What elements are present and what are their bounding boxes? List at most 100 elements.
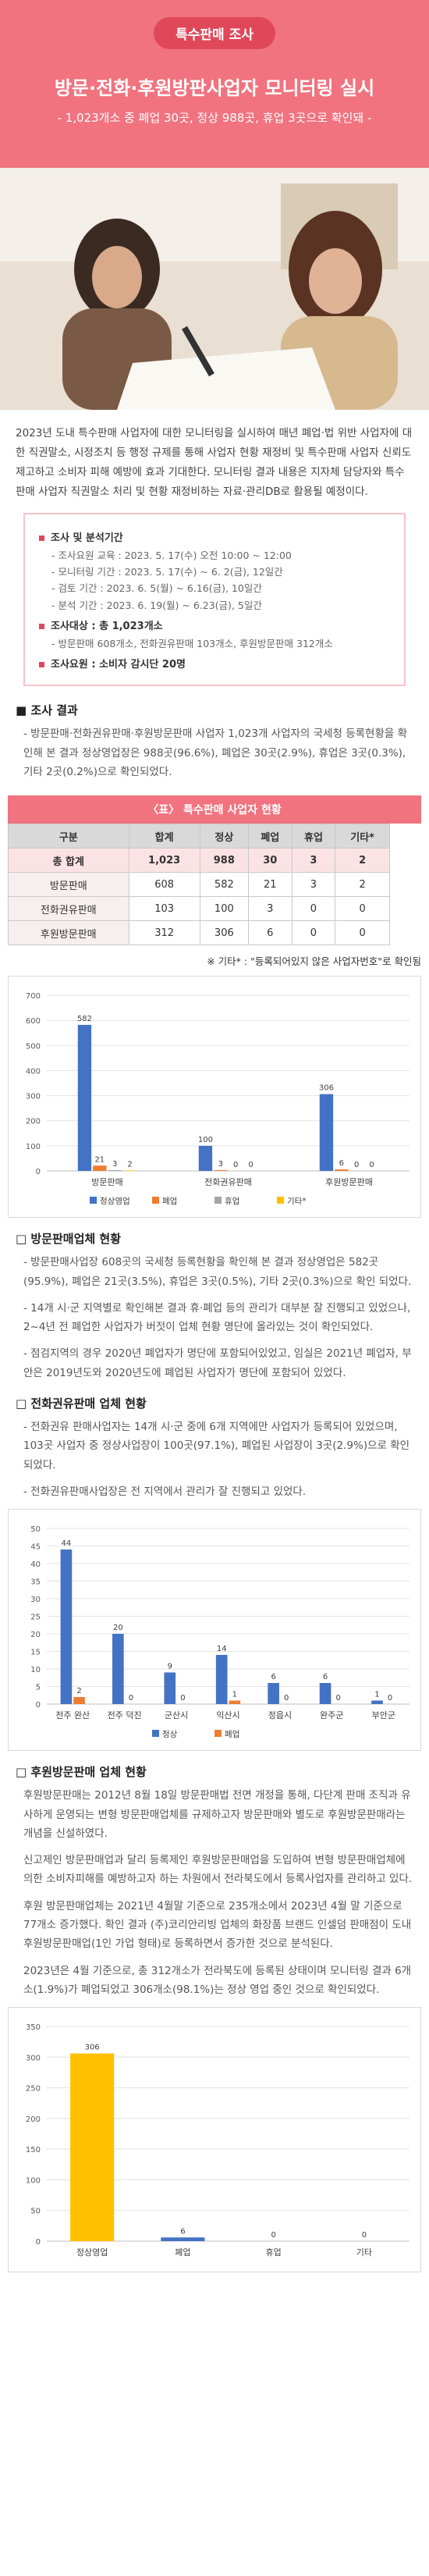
x-tick-label: 후원방문판매 bbox=[325, 1177, 373, 1187]
x-tick-label: 전화권유판매 bbox=[204, 1177, 252, 1187]
table-header-cell: 휴업 bbox=[291, 824, 336, 849]
legend-swatch bbox=[277, 1197, 284, 1204]
box-detail: - 분석 기간 : 2023. 6. 19(월) ~ 6.23(금), 5일간 bbox=[51, 599, 262, 611]
y-tick-label: 0 bbox=[36, 1701, 41, 1710]
table-header-cell: 폐업 bbox=[247, 824, 292, 849]
content: 2023년 도내 특수판매 사업자에 대한 모니터링을 실시하여 매년 폐업·법… bbox=[0, 424, 429, 781]
bar bbox=[215, 1655, 228, 1705]
table-header-cell: 합계 bbox=[128, 824, 200, 849]
table-cell: 0 bbox=[335, 920, 390, 946]
section-heading: □ 전화권유판매 업체 현황 bbox=[16, 1397, 147, 1411]
table-cell: 0 bbox=[291, 920, 336, 946]
box-heading: 조사요원 : 소비자 감시단 20명 bbox=[39, 656, 390, 674]
data-label: 0 bbox=[354, 1161, 359, 1169]
table-cell: 103 bbox=[128, 896, 200, 922]
paragraph: 후원 방문판매업체는 2021년 4월말 기준으로 235개소에서 2023년 … bbox=[23, 1899, 412, 1951]
bar bbox=[70, 2053, 115, 2242]
y-tick-label: 15 bbox=[30, 1649, 41, 1657]
y-tick-label: 300 bbox=[26, 1093, 41, 1101]
table-cell: 2 bbox=[335, 872, 390, 898]
data-label: 2 bbox=[76, 1687, 81, 1695]
y-tick-label: 600 bbox=[26, 1017, 41, 1026]
y-tick-label: 100 bbox=[26, 2177, 41, 2186]
x-tick-label: 전주 완산 bbox=[55, 1710, 90, 1720]
survey-box: 조사 및 분석기간 - 조사요원 교육 : 2023. 5. 17(수) 오전 … bbox=[23, 512, 406, 687]
y-tick-label: 500 bbox=[26, 1043, 41, 1051]
bar bbox=[122, 1170, 137, 1172]
data-label: 306 bbox=[85, 2044, 100, 2052]
data-label: 3 bbox=[218, 1160, 223, 1169]
y-tick-label: 40 bbox=[30, 1560, 41, 1569]
table-cell: 988 bbox=[199, 848, 249, 873]
y-tick-label: 50 bbox=[30, 1525, 41, 1534]
bar bbox=[164, 1672, 176, 1705]
paragraph: - 방문판매사업장 608곳의 국세청 등록현황을 확인해 본 결과 정상영업은… bbox=[23, 1256, 412, 1288]
data-label: 0 bbox=[248, 1161, 253, 1169]
y-tick-label: 350 bbox=[26, 2023, 41, 2032]
legend-swatch bbox=[214, 1197, 222, 1204]
legend-label: 휴업 bbox=[225, 1196, 239, 1206]
bar bbox=[319, 1094, 334, 1172]
paragraph: - 전화권유 판매사업자는 14개 시·군 중에 6개 지역에만 사업자가 등록… bbox=[23, 1421, 410, 1471]
table-header-cell: 구분 bbox=[8, 824, 129, 849]
table-cell: 3 bbox=[291, 848, 336, 873]
y-tick-label: 0 bbox=[36, 2238, 41, 2247]
table-cell: 0 bbox=[291, 896, 336, 922]
x-tick-label: 정상영업 bbox=[76, 2247, 108, 2258]
paragraph: 2023년은 4월 기준으로, 총 312개소가 전라북도에 등록된 상태이며 … bbox=[23, 1964, 412, 1996]
y-tick-label: 30 bbox=[30, 1596, 41, 1604]
bar bbox=[77, 1025, 92, 1172]
bar bbox=[198, 1146, 213, 1172]
data-label: 306 bbox=[319, 1084, 334, 1093]
paragraph: - 전화권유판매사업장은 전 지역에서 관리가 잘 진행되고 있었다. bbox=[23, 1485, 307, 1498]
data-label: 0 bbox=[362, 2231, 367, 2240]
table-row: 방문판매 608 582 21 3 2 bbox=[8, 872, 390, 898]
data-label: 0 bbox=[271, 2231, 275, 2240]
box-detail: - 모니터링 기간 : 2023. 5. 17(수) ~ 6. 2(금), 12… bbox=[51, 566, 283, 578]
data-label: 21 bbox=[94, 1156, 105, 1165]
data-label: 0 bbox=[335, 1694, 340, 1703]
y-tick-label: 10 bbox=[30, 1666, 41, 1674]
section: □ 방문판매업체 현황 - 방문판매사업장 608곳의 국세청 등록현황을 확인… bbox=[0, 1230, 429, 1501]
box-heading: 조사 및 분석기간 bbox=[39, 530, 390, 547]
legend-swatch bbox=[90, 1197, 97, 1204]
table-note: ※ 기타* : "등록되어있지 않은 사업자번호"로 확인됨 bbox=[207, 955, 421, 968]
y-tick-label: 5 bbox=[36, 1684, 41, 1692]
table-cell: 312 bbox=[128, 920, 200, 946]
bar bbox=[268, 1683, 279, 1705]
paragraph: - 방문판매·전화권유판매·후원방문판매 사업자 1,023개 사업자의 국세청… bbox=[23, 728, 407, 778]
bar bbox=[108, 1170, 122, 1172]
y-tick-label: 45 bbox=[30, 1543, 41, 1552]
table-cell: 전화권유판매 bbox=[8, 896, 129, 922]
table-cell: 306 bbox=[199, 920, 249, 946]
data-label: 6 bbox=[339, 1159, 344, 1168]
paragraph: - 14개 시·군 지역별로 확인해본 결과 휴·폐업 등의 관리가 대부분 잘… bbox=[23, 1301, 411, 1334]
subtitle: - 1,023개소 중 폐업 30곳, 정상 988곳, 휴업 3곳으로 확인돼… bbox=[57, 111, 372, 125]
table-cell: 6 bbox=[247, 920, 292, 946]
data-label: 0 bbox=[180, 1694, 185, 1703]
chart-frame bbox=[8, 2007, 421, 2273]
data-label: 3 bbox=[112, 1160, 117, 1169]
data-label: 0 bbox=[369, 1161, 374, 1169]
paragraph: - 점검지역의 경우 2020년 폐업자가 명단에 포함되어있었고, 임실은 2… bbox=[23, 1347, 412, 1379]
table-cell: 3 bbox=[247, 896, 292, 922]
data-label: 6 bbox=[323, 1673, 328, 1681]
x-tick-label: 휴업 bbox=[266, 2247, 282, 2258]
section-heading: ■ 조사 결과 bbox=[16, 703, 78, 718]
table-cell: 방문판매 bbox=[8, 872, 129, 898]
bar bbox=[73, 1697, 85, 1705]
bar bbox=[161, 2237, 205, 2242]
bar bbox=[60, 1550, 73, 1705]
data-label: 0 bbox=[388, 1694, 392, 1703]
table-row: 총 합계 1,023 988 30 3 2 bbox=[8, 848, 390, 873]
bar bbox=[335, 1169, 349, 1172]
data-label: 1 bbox=[374, 1691, 379, 1699]
chart-frame bbox=[8, 1509, 421, 1752]
y-tick-label: 700 bbox=[26, 992, 41, 1001]
y-tick-label: 250 bbox=[26, 2085, 41, 2094]
bar bbox=[319, 1683, 332, 1705]
data-label: 0 bbox=[284, 1694, 289, 1703]
